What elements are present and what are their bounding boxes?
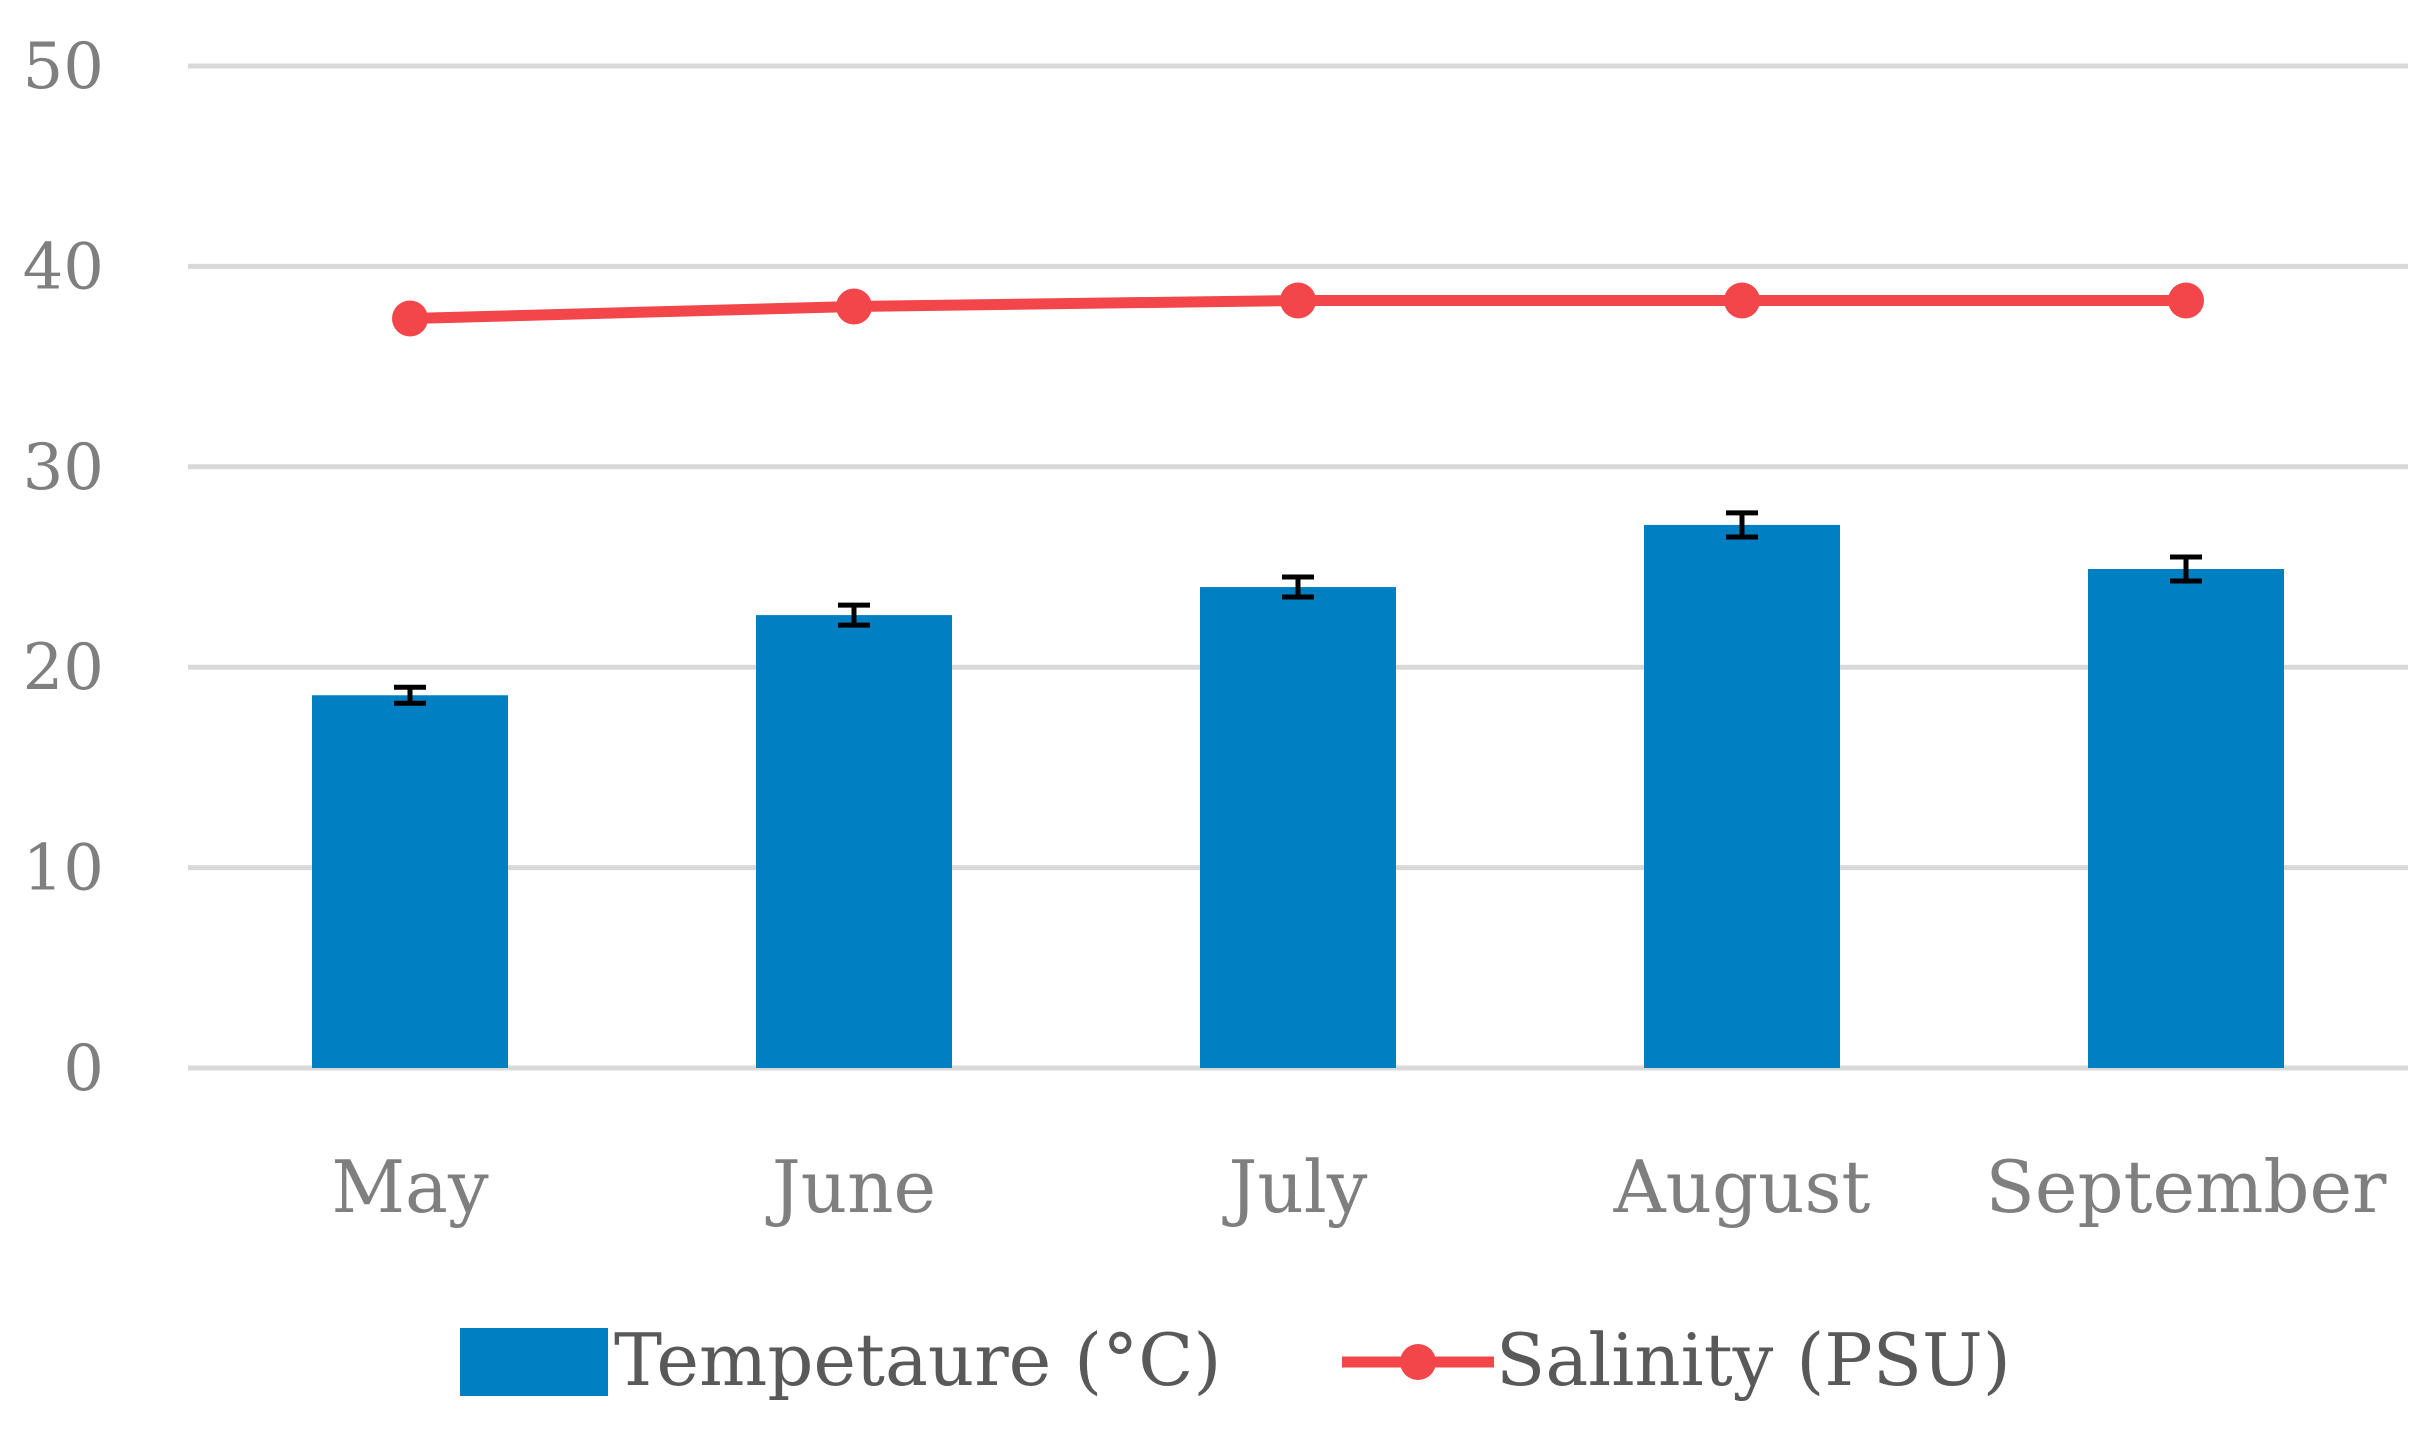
salinity-point-may <box>392 300 428 337</box>
temperature-error-bars <box>394 510 2202 706</box>
salinity-point-july <box>1280 282 1316 319</box>
error-bar-september <box>2170 554 2202 584</box>
error-bar-august <box>1726 510 1758 540</box>
legend-temperature-swatch <box>460 1328 608 1396</box>
salinity-point-september <box>2168 282 2204 319</box>
legend-temperature-label: Tempetaure (°C) <box>614 1318 1221 1402</box>
temperature-bar-july <box>1200 587 1396 1068</box>
x-tick-label-july: July <box>1222 1145 1368 1229</box>
error-bar-may <box>394 684 426 706</box>
y-tick-label-20: 20 <box>23 631 104 705</box>
legend-salinity-label: Salinity (PSU) <box>1496 1318 2011 1402</box>
y-tick-label-0: 0 <box>63 1032 104 1106</box>
legend-salinity-marker <box>1400 1344 1436 1380</box>
temperature-bar-september <box>2088 569 2284 1068</box>
temperature-bar-may <box>312 695 508 1068</box>
salinity-point-june <box>836 288 872 325</box>
temperature-bar-august <box>1644 524 1840 1068</box>
temperature-bar-june <box>756 615 952 1068</box>
y-tick-label-30: 30 <box>23 431 104 505</box>
salinity-point-august <box>1724 282 1760 319</box>
y-tick-label-40: 40 <box>23 230 104 304</box>
legend: Tempetaure (°C) Salinity (PSU) <box>460 1318 2011 1402</box>
x-tick-label-september: September <box>1986 1145 2388 1229</box>
x-tick-label-august: August <box>1613 1145 1871 1229</box>
salinity-line-series <box>392 282 2204 337</box>
x-tick-label-may: May <box>331 1145 489 1229</box>
temperature-bars <box>312 524 2284 1068</box>
y-axis-ticks: 0 10 20 30 40 50 <box>23 30 104 1106</box>
error-bar-june <box>838 602 870 628</box>
y-tick-label-50: 50 <box>23 30 104 104</box>
x-tick-label-june: June <box>765 1145 936 1229</box>
error-bar-july <box>1282 574 1314 600</box>
y-tick-label-10: 10 <box>23 832 104 906</box>
x-axis-ticks: May June July August September <box>331 1145 2387 1229</box>
